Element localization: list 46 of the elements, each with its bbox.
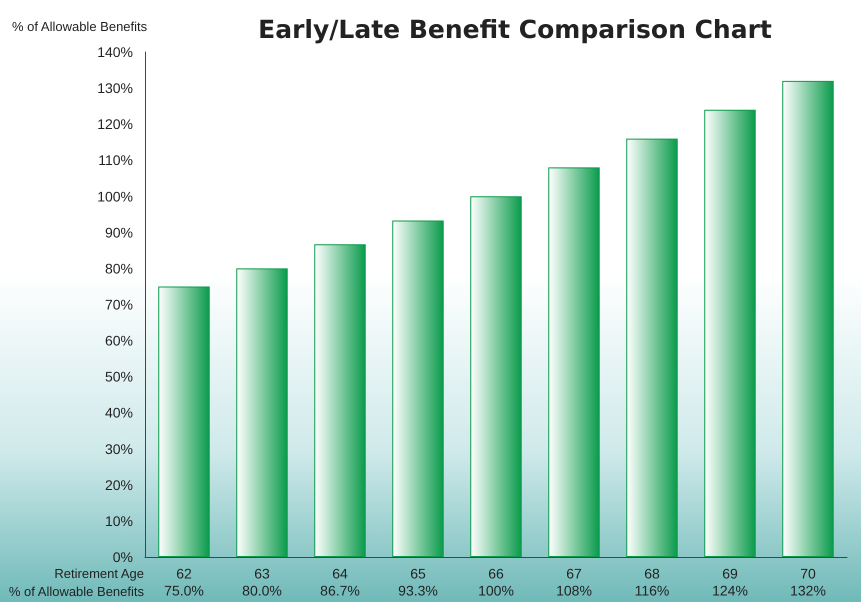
bar xyxy=(158,286,210,557)
x-tick-label: 69 xyxy=(722,566,738,582)
y-tick-label: 60% xyxy=(104,332,133,349)
x-tick-label: 70 xyxy=(800,566,816,582)
y-tick-label: 110% xyxy=(98,152,133,168)
bar xyxy=(392,220,444,557)
data-label: 75.0% xyxy=(164,582,204,598)
y-tick-label: 70% xyxy=(104,296,133,312)
y-tick-label: 40% xyxy=(104,404,133,421)
data-label: 124% xyxy=(712,582,748,598)
data-label: 116% xyxy=(634,582,670,598)
y-tick-label: 130% xyxy=(97,80,133,96)
y-tick-label: 90% xyxy=(104,224,133,240)
y-tick-label: 10% xyxy=(104,512,133,529)
data-label: 80.0% xyxy=(242,582,282,598)
bar xyxy=(470,196,522,557)
y-tick-label: 0% xyxy=(112,549,133,565)
data-label: 93.3% xyxy=(398,582,438,598)
y-tick-label: 80% xyxy=(104,260,133,276)
data-label: 108% xyxy=(556,582,592,598)
bar xyxy=(548,167,600,557)
chart-title: Early/Late Benefit Comparison Chart xyxy=(258,15,772,44)
bar xyxy=(782,80,834,557)
x-tick-label: 65 xyxy=(410,566,426,582)
y-tick-label: 30% xyxy=(104,440,133,457)
y-axis-title: % of Allowable Benefits xyxy=(12,19,148,34)
data-label: 100% xyxy=(478,582,514,598)
x-tick-label: 62 xyxy=(176,566,192,582)
bar xyxy=(704,110,756,557)
x-tick-label: 63 xyxy=(254,566,270,582)
y-tick-label: 140% xyxy=(97,44,133,60)
x-tick-label: 68 xyxy=(644,566,660,582)
bar xyxy=(314,244,366,557)
bar xyxy=(236,268,288,557)
bar xyxy=(626,138,678,557)
x-tick-label: 67 xyxy=(566,566,582,582)
data-label: 86.7% xyxy=(320,582,360,598)
text: % of Allowable Benefits xyxy=(8,584,144,599)
y-tick-label: 50% xyxy=(104,368,133,385)
y-tick-label: 100% xyxy=(97,188,133,204)
y-tick-label: 120% xyxy=(97,116,133,132)
data-label: 132% xyxy=(790,582,826,598)
x-tick-label: 64 xyxy=(332,566,348,582)
x-tick-label: 66 xyxy=(488,566,504,582)
y-tick-label: 20% xyxy=(104,476,133,493)
x-axis-title: Retirement Age xyxy=(54,566,144,581)
